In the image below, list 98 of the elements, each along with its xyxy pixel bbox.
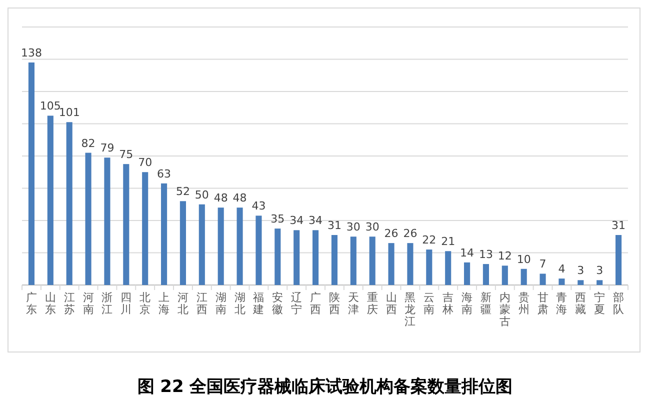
bar <box>558 278 565 285</box>
x-tick-label: 新疆 <box>480 291 492 316</box>
x-tick-label: 青海 <box>556 291 568 316</box>
data-label: 75 <box>119 148 134 162</box>
text: 图 22 全国医疗器械临床试验机构备案数量排位图 <box>137 376 513 397</box>
bar <box>274 228 281 285</box>
plot: 138 105101 82 79 75 70 63 52 50 48 48 43 35 34 34 31 30 30 26 26 22 21 14 13 12 10 7 4 3 3 31 广东 山东 江苏 河南 浙江 四川 北京 上海 河北 江西 湖南 湖北 福建 安徽 辽宁 广西 陕西 天津 重庆 山西 黑龙江 云南 吉林 海南 新疆 内蒙古 贵州 甘肃 青海 西藏 宁夏 部队 <box>20 26 628 328</box>
x-tick-label: 天津 <box>348 291 359 316</box>
bar <box>464 262 470 285</box>
data-label: 30 <box>365 220 380 234</box>
bar <box>104 158 110 285</box>
bar <box>218 208 224 285</box>
bar <box>520 268 527 285</box>
x-tick-label: 西藏 <box>575 291 586 316</box>
x-tick-label: 吉林 <box>442 291 454 316</box>
data-label: 138 <box>20 46 42 60</box>
x-tick-label: 辽宁 <box>291 291 302 316</box>
bar <box>407 243 414 285</box>
data-label: 26 <box>403 227 418 240</box>
data-label: 4 <box>558 262 566 276</box>
bar <box>294 230 300 285</box>
data-label: 105 <box>40 100 61 113</box>
bar <box>123 164 130 285</box>
x-tick-label: 甘肃 <box>537 291 548 316</box>
x-tick-label: 内蒙古 <box>499 291 510 328</box>
x-tick-label: 上海 <box>158 291 170 316</box>
x-tick-label: 四川 <box>120 291 132 316</box>
bar <box>236 208 243 285</box>
data-label: 12 <box>498 250 512 263</box>
data-label: 10 <box>516 252 531 266</box>
x-tick-label: 河南 <box>82 291 94 316</box>
bar <box>502 266 508 285</box>
x-tick-label: 广西 <box>310 291 322 316</box>
data-label: 34 <box>308 214 323 228</box>
data-label: 82 <box>81 136 96 150</box>
data-label: 35 <box>270 212 285 226</box>
bar <box>578 280 584 285</box>
bar <box>350 236 356 285</box>
bar <box>388 243 394 285</box>
x-tick-label: 河北 <box>177 291 188 316</box>
bar <box>256 216 262 285</box>
data-label: 7 <box>539 258 546 271</box>
x-tick-label: 宁夏 <box>594 291 606 316</box>
data-label: 79 <box>100 142 114 155</box>
data-label: 48 <box>214 192 228 205</box>
bar <box>161 183 168 285</box>
x-tick-label: 福建 <box>252 291 264 316</box>
bar <box>312 230 319 285</box>
bar <box>85 152 92 285</box>
data-label: 34 <box>290 214 304 228</box>
bar <box>540 274 546 285</box>
x-tick-label: 黑龙江 <box>404 291 416 328</box>
data-label: 101 <box>58 106 80 120</box>
bar <box>198 204 205 285</box>
data-label: 30 <box>346 220 360 234</box>
x-tick-label: 浙江 <box>102 291 113 316</box>
data-label: 43 <box>252 200 266 213</box>
bar <box>66 122 72 285</box>
data-label: 22 <box>422 234 436 247</box>
data-label: 52 <box>176 185 190 198</box>
x-tick-label: 湖南 <box>215 291 226 316</box>
bar <box>445 251 452 285</box>
bar <box>596 280 603 285</box>
bar <box>142 172 148 285</box>
data-label: 70 <box>138 156 152 170</box>
bar <box>482 264 489 285</box>
data-label: 21 <box>441 235 456 248</box>
x-tick-label: 广东 <box>26 291 37 316</box>
x-tick-label: 云南 <box>424 291 435 316</box>
bar <box>28 62 34 285</box>
data-label: 31 <box>612 219 626 232</box>
data-label: 13 <box>478 248 493 262</box>
x-tick-label: 重庆 <box>366 291 378 316</box>
x-tick-label: 山西 <box>386 291 397 316</box>
x-tick-label: 湖北 <box>234 291 246 316</box>
x-tick-label: 江西 <box>196 291 208 316</box>
data-label: 63 <box>157 167 172 180</box>
x-tick-label: 北京 <box>140 291 151 316</box>
x-tick-label: 山东 <box>44 291 56 316</box>
data-label: 50 <box>194 188 209 202</box>
data-label: 26 <box>384 227 398 240</box>
x-tick-label: 贵州 <box>518 291 530 316</box>
data-label: 3 <box>577 264 584 278</box>
bar <box>616 235 622 285</box>
bar <box>369 236 376 285</box>
bar <box>47 116 54 285</box>
x-tick-label: 安徽 <box>272 291 284 316</box>
data-label: 3 <box>596 264 604 278</box>
data-label: 48 <box>232 192 247 205</box>
data-label: 31 <box>327 219 342 232</box>
bar <box>180 201 186 285</box>
bar <box>426 250 432 285</box>
x-tick-label: 部队 <box>613 291 624 316</box>
x-tick-label: 海南 <box>462 291 473 316</box>
x-tick-label: 江苏 <box>64 291 75 316</box>
data-label: 14 <box>460 246 474 260</box>
x-tick-label: 陕西 <box>328 291 340 316</box>
bar <box>331 235 338 285</box>
